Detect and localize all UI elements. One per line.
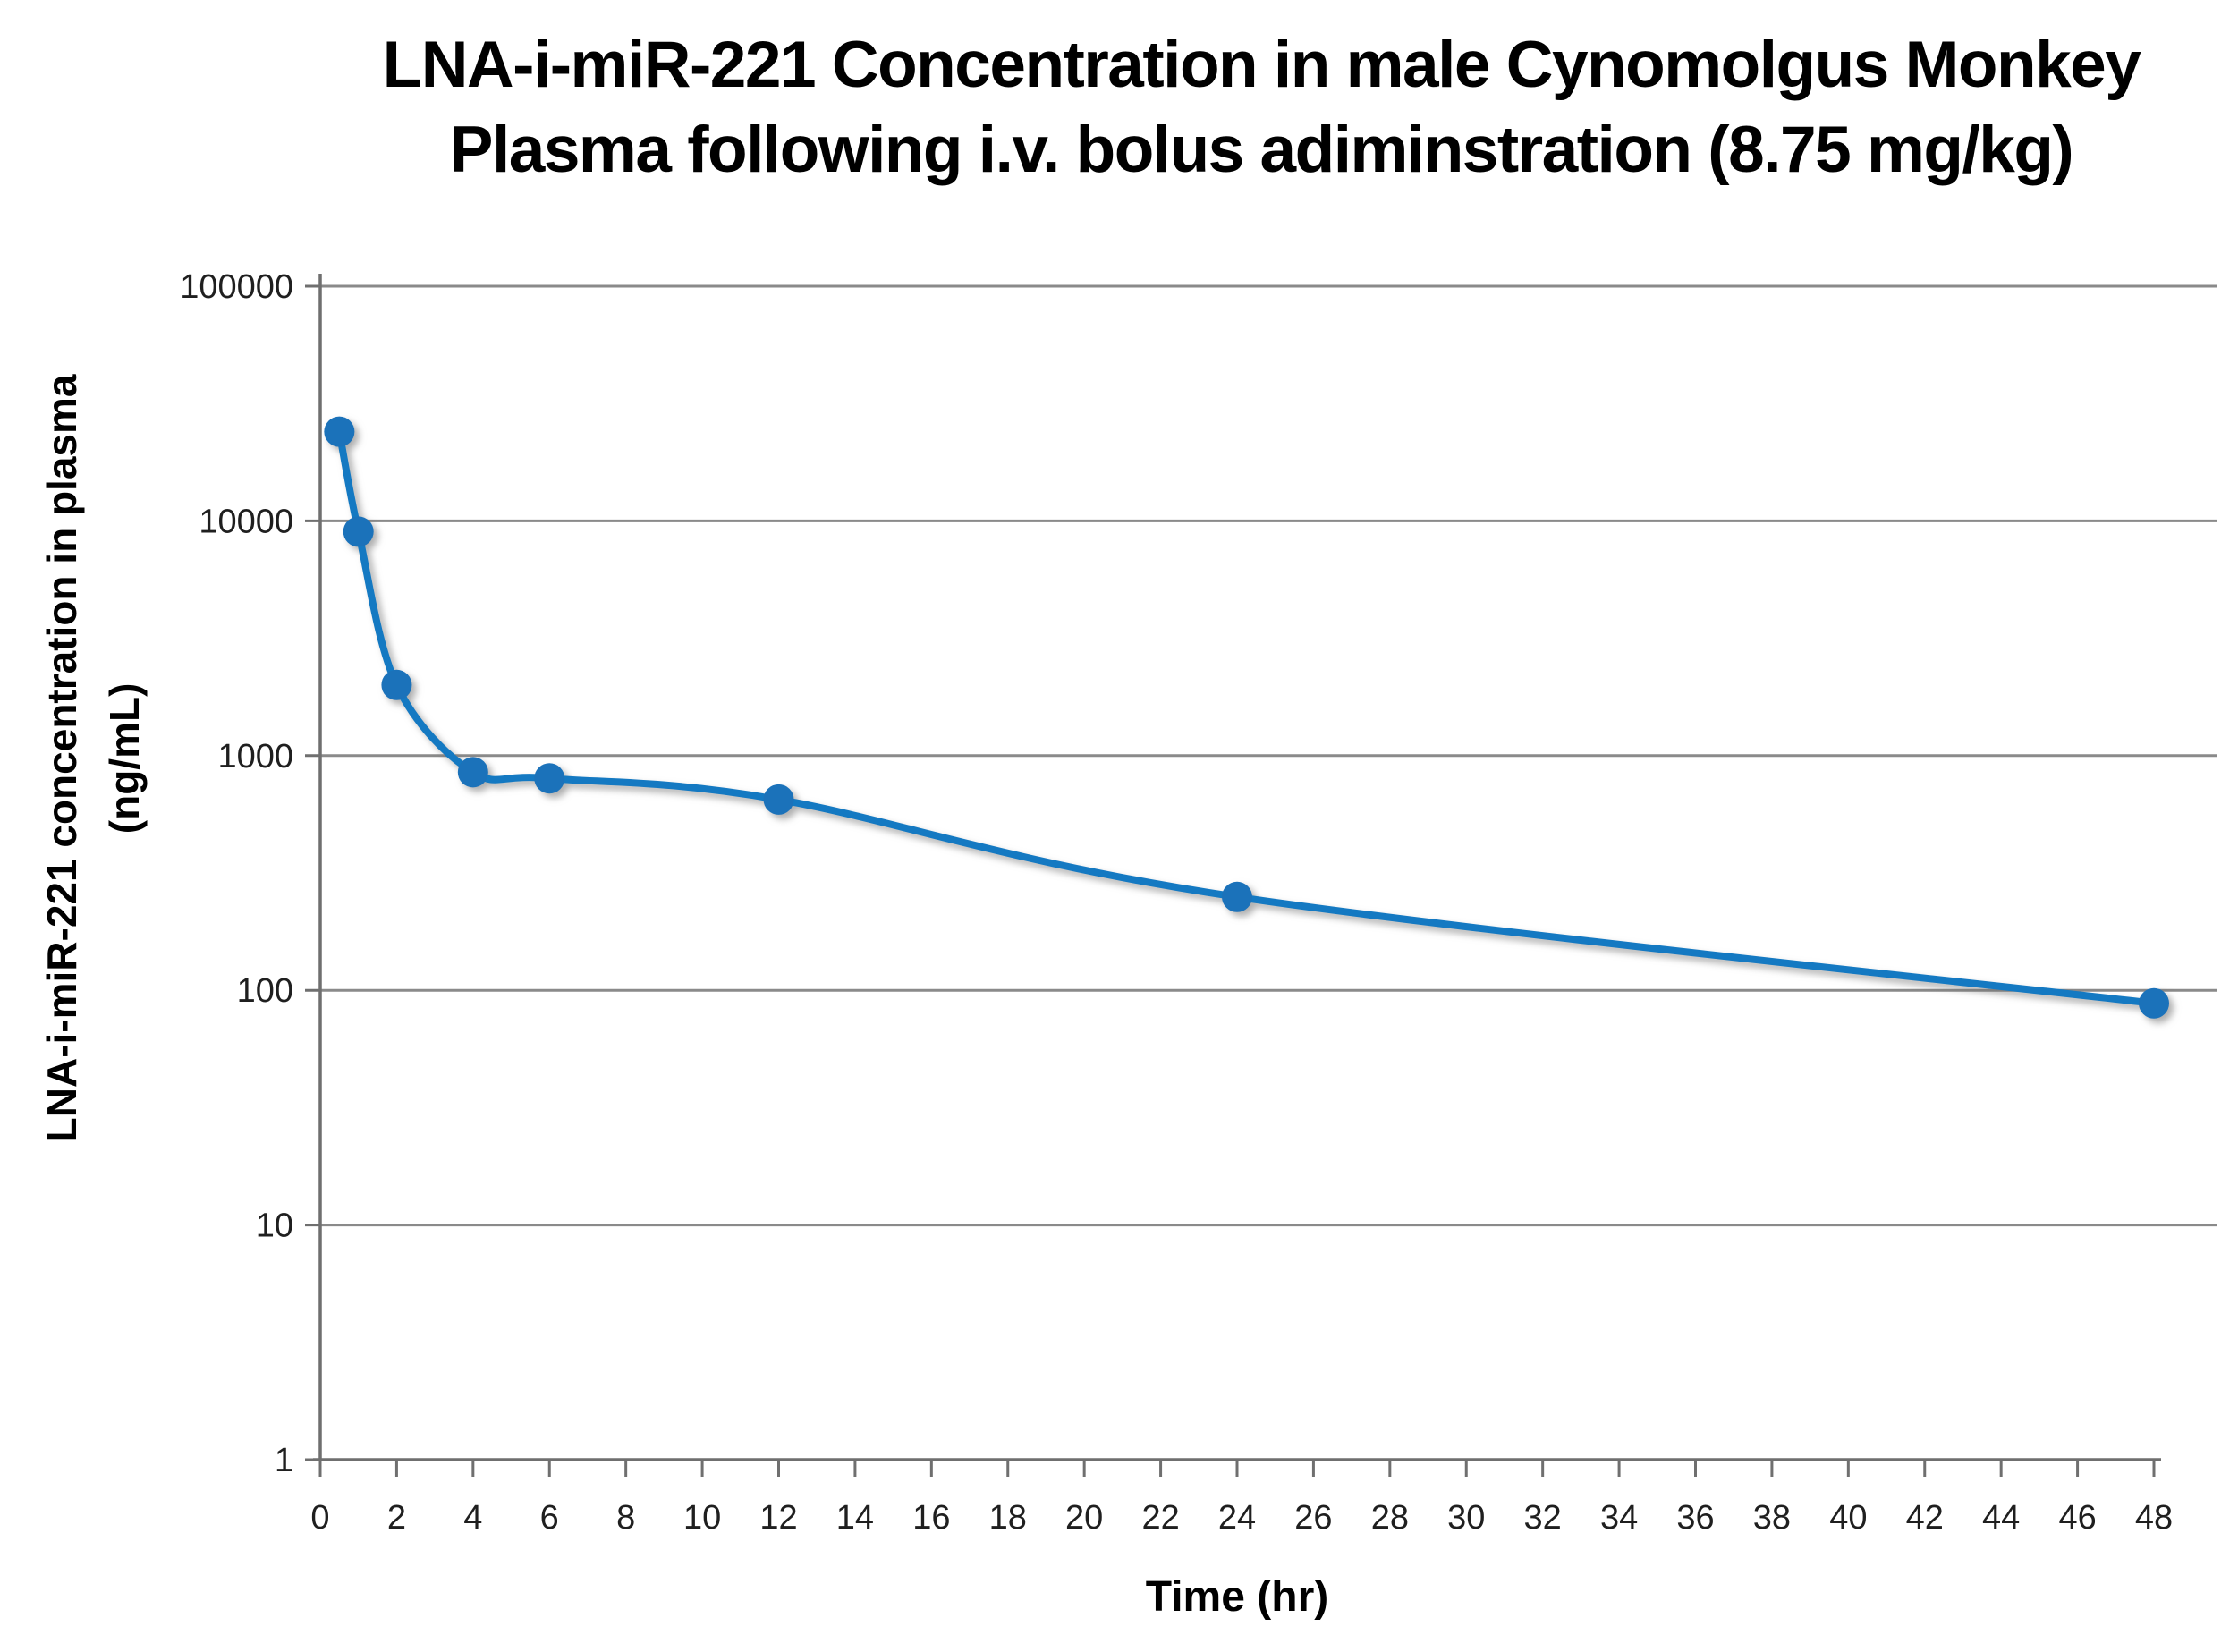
data-point-marker: [1222, 881, 1252, 912]
data-point-marker: [457, 757, 488, 788]
x-tick-label: 8: [616, 1499, 635, 1537]
x-tick-label: 24: [1218, 1499, 1256, 1537]
data-point-marker: [763, 784, 794, 815]
x-tick-label: 42: [1906, 1499, 1944, 1537]
x-tick-label: 28: [1371, 1499, 1409, 1537]
x-tick-label: 10: [683, 1499, 721, 1537]
chart-title-line1: LNA-i-miR-221 Concentration in male Cyno…: [382, 29, 2141, 101]
y-tick-label: 100: [237, 972, 293, 1010]
x-tick-label: 12: [759, 1499, 797, 1537]
x-tick-label: 46: [2058, 1499, 2096, 1537]
x-tick-label: 2: [387, 1499, 406, 1537]
x-tick-label: 36: [1676, 1499, 1714, 1537]
x-tick-label: 20: [1065, 1499, 1103, 1537]
x-tick-label: 26: [1294, 1499, 1332, 1537]
series-line: [335, 428, 2157, 1007]
y-tick-label: 10: [256, 1207, 293, 1245]
x-tick-label: 32: [1524, 1499, 1562, 1537]
chart-title-line2: Plasma following i.v. bolus adiminstrati…: [449, 113, 2074, 186]
x-tick-label: 4: [463, 1499, 482, 1537]
x-tick-label: 30: [1447, 1499, 1485, 1537]
x-tick-label: 34: [1600, 1499, 1638, 1537]
y-tick-label: 1000: [217, 738, 293, 775]
data-point-marker: [381, 669, 412, 700]
data-point-marker: [343, 516, 374, 547]
y-tick-label: 10000: [199, 503, 293, 540]
x-tick-label: 6: [540, 1499, 559, 1537]
x-tick-label: 14: [836, 1499, 874, 1537]
data-point-marker: [324, 416, 355, 447]
y-tick-label: 1: [275, 1442, 293, 1479]
x-tick-label: 38: [1753, 1499, 1791, 1537]
data-point-marker: [2139, 987, 2169, 1019]
data-point-marker: [534, 763, 565, 794]
x-tick-label: 18: [989, 1499, 1027, 1537]
x-tick-label: 40: [1829, 1499, 1867, 1537]
x-tick-label: 16: [912, 1499, 950, 1537]
x-tick-label: 0: [310, 1499, 329, 1537]
x-tick-label: 22: [1141, 1499, 1179, 1537]
x-tick-label: 44: [1982, 1499, 2020, 1537]
y-tick-label: 100000: [180, 268, 293, 306]
chart-title: LNA-i-miR-221 Concentration in male Cyno…: [277, 23, 2238, 193]
x-axis-title: Time (hr): [1145, 1573, 1329, 1621]
series-lna-i-mir-221: [324, 416, 2169, 1019]
x-tick-label: 48: [2135, 1499, 2173, 1537]
